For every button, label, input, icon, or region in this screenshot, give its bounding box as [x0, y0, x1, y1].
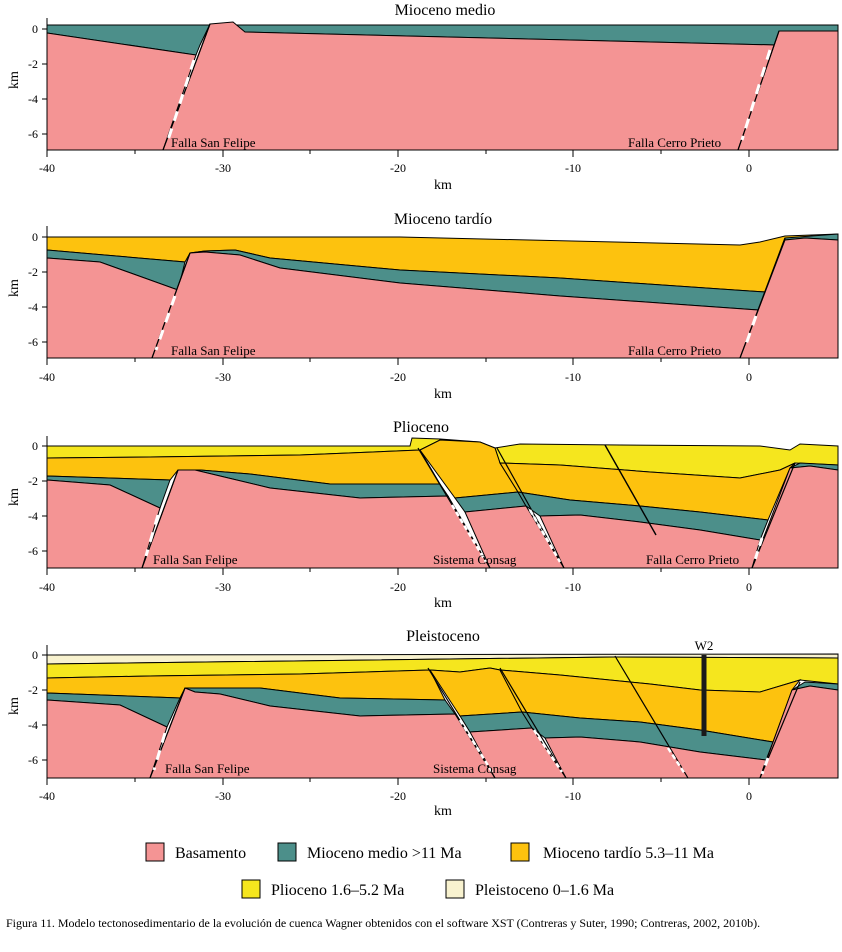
legend-swatch	[145, 842, 165, 862]
x-tick-label: -40	[39, 370, 55, 384]
x-axis-label: km	[434, 178, 452, 193]
fault-label: Sistema Consag	[433, 761, 517, 776]
x-tick-label: -10	[565, 789, 581, 803]
x-tick-label: -30	[215, 789, 231, 803]
x-axis-label: km	[434, 596, 452, 611]
y-tick-label: -6	[28, 335, 38, 349]
fault-zone-marker	[760, 757, 770, 775]
fault-label: Falla San Felipe	[171, 343, 256, 358]
x-tick-label: -20	[390, 161, 406, 175]
y-tick-label: -4	[28, 92, 38, 106]
fault-cerro-prieto-inner	[604, 444, 657, 536]
fault-zone-marker	[458, 719, 494, 773]
x-tick-label: -30	[215, 161, 231, 175]
legend-label: Basamento	[175, 845, 246, 862]
x-tick-label: 0	[746, 370, 752, 384]
panel-title: Plioceno	[393, 419, 449, 436]
fault-zone-marker	[154, 295, 177, 351]
x-tick-label: 0	[746, 580, 752, 594]
panel-pleistoceno: Pleistoceno	[7, 628, 839, 819]
y-tick-label: 0	[32, 230, 38, 244]
well-label: W2	[695, 638, 714, 653]
x-tick-label: -40	[39, 789, 55, 803]
legend-label: Mioceno tardío 5.3–11 Ma	[543, 845, 714, 862]
fault-zone-marker	[666, 747, 687, 775]
x-tick-label: -20	[390, 789, 406, 803]
y-tick-label: -6	[28, 544, 38, 558]
y-tick-label: -2	[28, 474, 38, 488]
legend-label: Mioceno medio >11 Ma	[307, 845, 462, 862]
x-tick-label: -40	[39, 161, 55, 175]
fault-zone-marker	[740, 49, 772, 141]
fault-zone-marker	[753, 537, 764, 561]
fault-san-felipe	[151, 252, 191, 359]
fault-cerro-prieto-inner	[614, 655, 689, 779]
legend-label: Pleistoceno 0–1.6 Ma	[475, 882, 614, 899]
legend-swatch	[277, 842, 297, 862]
x-axis-label: km	[434, 804, 452, 819]
y-axis-label: km	[7, 71, 22, 89]
y-axis-label: km	[7, 697, 22, 715]
figure-caption: Figura 11. Modelo tectonosedimentario de…	[6, 916, 761, 930]
x-tick-label: -10	[565, 161, 581, 175]
panel-plioceno: Plioceno Falla S	[7, 419, 839, 611]
x-tick-label: -30	[215, 580, 231, 594]
fault-zone-marker	[144, 514, 160, 557]
fault-label: Falla San Felipe	[153, 552, 238, 567]
y-tick-label: 0	[32, 648, 38, 662]
y-tick-label: -4	[28, 300, 38, 314]
panel-title: Mioceno tardío	[394, 211, 492, 228]
x-tick-label: -10	[565, 580, 581, 594]
x-tick-label: -30	[215, 370, 231, 384]
x-tick-label: 0	[746, 161, 752, 175]
x-axis-label: km	[434, 387, 452, 402]
y-axis-label: km	[7, 488, 22, 506]
y-tick-label: 0	[32, 22, 38, 36]
fault-zone-marker	[152, 732, 167, 771]
y-tick-label: -4	[28, 509, 38, 523]
y-tick-label: -6	[28, 753, 38, 767]
fault-zone-marker	[532, 729, 564, 773]
legend-swatch	[510, 842, 530, 862]
fault-label: Sistema Consag	[433, 552, 517, 567]
fault-label: Falla San Felipe	[171, 135, 256, 150]
y-tick-label: -2	[28, 683, 38, 697]
panel-title: Pleistoceno	[406, 628, 480, 645]
y-axis-label: km	[7, 279, 22, 297]
fault-san-felipe	[149, 687, 186, 779]
y-tick-label: -4	[28, 718, 38, 732]
x-tick-label: 0	[746, 789, 752, 803]
fault-zone-marker	[166, 59, 196, 141]
legend: Basamento Mioceno medio >11 Ma Mioceno t…	[145, 842, 714, 899]
legend-swatch	[445, 879, 465, 899]
fault-zone-marker	[450, 504, 488, 563]
fault-label: Falla Cerro Prieto	[628, 343, 721, 358]
x-tick-label: -20	[390, 370, 406, 384]
x-tick-label: -40	[39, 580, 55, 594]
fault-zone-marker	[742, 315, 758, 351]
legend-swatch	[241, 879, 261, 899]
y-tick-label: 0	[32, 439, 38, 453]
fault-label: Falla Cerro Prieto	[628, 135, 721, 150]
fault-cerro-prieto	[751, 462, 796, 569]
panel-title: Mioceno medio	[395, 2, 496, 19]
panel-mioceno-medio: Mioceno medio Falla San Felipe Falla Cer…	[7, 2, 839, 193]
fault-label: Falla Cerro Prieto	[646, 552, 739, 567]
y-tick-label: -6	[28, 127, 38, 141]
x-tick-label: -10	[565, 370, 581, 384]
fault-zone-marker	[528, 509, 562, 563]
y-tick-label: -2	[28, 265, 38, 279]
panel-mioceno-tardio: Mioceno tardío Falla San Felipe Falla Ce…	[7, 211, 839, 402]
fault-label: Falla San Felipe	[165, 761, 250, 776]
y-tick-label: -2	[28, 57, 38, 71]
legend-label: Plioceno 1.6–5.2 Ma	[271, 882, 404, 899]
x-tick-label: -20	[390, 580, 406, 594]
